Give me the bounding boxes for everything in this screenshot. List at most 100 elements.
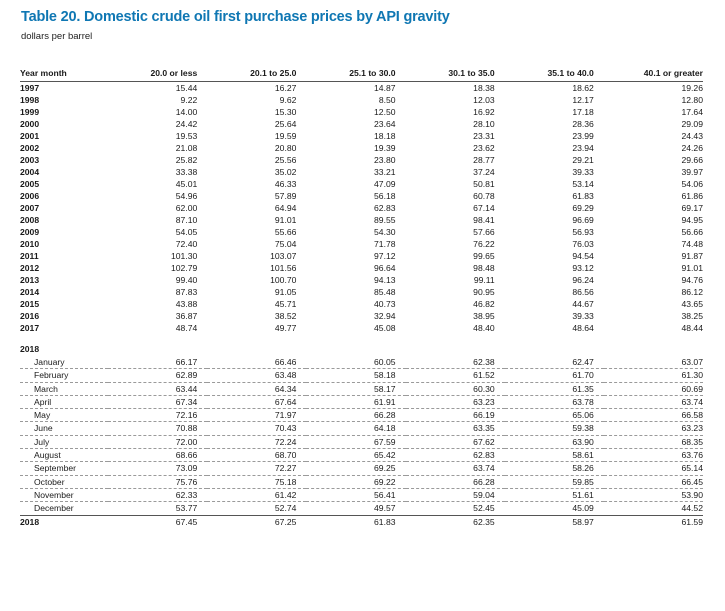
row-label: August [20,448,109,463]
row-label: 2014 [20,287,40,297]
price-table: Year month 20.0 or less 20.1 to 25.0 25.… [20,66,703,529]
price-cell: 60.78 [473,191,495,201]
table-row: 2015 43.88 45.71 40.73 46.82 44.67 43.65 [20,298,703,310]
price-cell: 49.77 [274,323,297,333]
price-cell: 28.36 [572,119,594,129]
column-header: 20.0 or less [108,66,208,82]
price-cell: 14.87 [374,83,396,93]
table-row: 2016 36.87 38.52 32.94 38.95 39.33 38.25 [20,310,703,322]
price-cell: 63.74 [603,395,703,410]
price-cell: 16.92 [473,107,495,117]
price-cell: 63.90 [504,435,604,450]
row-label: 2000 [20,119,40,129]
price-cell: 68.35 [603,435,703,450]
price-cell: 61.70 [504,368,604,383]
price-cell: 75.76 [108,475,208,489]
price-cell: 69.29 [572,203,594,213]
price-cell: 68.70 [207,448,307,463]
price-cell: 61.52 [405,368,505,383]
price-cell: 101.30 [170,251,198,261]
price-cell: 64.94 [274,203,297,213]
table-row: June 70.88 70.43 64.18 63.35 59.38 63.23 [20,421,703,436]
price-cell: 59.38 [504,421,604,436]
price-cell: 8.50 [378,95,396,105]
price-cell: 70.43 [207,421,307,436]
price-cell: 43.65 [681,299,703,309]
annual-2018-row: 2018 67.45 67.25 61.83 62.35 58.97 61.59 [20,514,703,529]
price-cell: 62.83 [405,448,505,463]
price-cell: 24.43 [681,131,703,141]
price-cell: 97.12 [374,251,396,261]
price-cell: 24.26 [681,143,703,153]
price-cell: 64.34 [207,382,307,396]
price-cell: 12.80 [681,95,703,105]
table-header-row: Year month 20.0 or less 20.1 to 25.0 25.… [20,66,703,82]
price-cell: 59.04 [405,488,505,503]
price-cell: 96.24 [572,275,594,285]
page-title: Table 20. Domestic crude oil first purch… [21,9,450,25]
row-label: March [20,382,109,396]
price-cell: 89.55 [374,215,396,225]
table-row: May 72.16 71.97 66.28 66.19 65.06 66.58 [20,408,703,423]
row-label: 1999 [20,107,40,117]
table-row: September 73.09 72.27 69.25 63.74 58.26 65.14 [20,461,703,476]
price-cell: 62.83 [374,203,396,213]
price-cell: 62.00 [175,203,198,213]
price-cell: 54.30 [374,227,396,237]
price-cell: 67.45 [108,514,208,529]
price-cell: 65.14 [603,461,703,476]
price-cell: 56.93 [572,227,594,237]
row-label: 1997 [20,83,40,93]
price-cell: 94.54 [572,251,594,261]
price-cell: 73.09 [108,461,208,476]
price-cell: 62.33 [108,488,208,503]
price-cell: 72.24 [207,435,307,450]
price-cell: 66.45 [603,475,703,489]
price-cell: 94.13 [374,275,396,285]
price-cell: 91.87 [681,251,703,261]
table-row: August 68.66 68.70 65.42 62.83 58.61 63.76 [20,448,703,463]
row-label: 2006 [20,191,40,201]
table-row: 2011 101.30 103.07 97.12 99.65 94.54 91.87 [20,250,703,262]
table-row: 1997 15.44 16.27 14.87 18.38 18.62 19.26 [20,82,703,95]
price-cell: 72.00 [108,435,208,450]
price-cell: 58.61 [504,448,604,463]
price-cell: 96.69 [572,215,594,225]
price-cell: 29.66 [681,155,703,165]
price-cell: 48.64 [572,323,594,333]
price-cell: 56.66 [681,227,703,237]
price-cell: 100.70 [270,275,297,285]
row-label: 2003 [20,155,40,165]
price-cell: 23.64 [374,119,396,129]
price-cell: 48.44 [681,323,703,333]
price-cell: 61.59 [603,514,703,529]
price-cell: 23.31 [473,131,495,141]
row-label: 2013 [20,275,40,285]
row-label: 2002 [20,143,40,153]
price-cell: 19.59 [274,131,297,141]
price-cell: 18.38 [473,83,495,93]
price-cell: 17.18 [572,107,594,117]
price-cell: 23.99 [572,131,594,141]
price-cell: 15.30 [274,107,297,117]
price-cell: 61.91 [306,395,406,410]
column-header: 40.1 or greater [603,66,703,82]
row-label: 2015 [20,299,40,309]
price-cell: 94.76 [681,275,703,285]
price-cell: 58.97 [504,514,604,529]
table-row: 2008 87.10 91.01 89.55 98.41 96.69 94.95 [20,214,703,226]
price-cell: 102.79 [170,263,198,273]
price-cell: 71.97 [207,408,307,423]
table-row: December 53.77 52.74 49.57 52.45 45.09 44.52 [20,501,703,516]
price-cell: 53.77 [108,501,208,516]
price-cell: 66.28 [306,408,406,423]
price-cell: 59.85 [504,475,604,489]
price-cell: 50.81 [473,179,495,189]
price-cell: 64.18 [306,421,406,436]
price-cell: 12.50 [374,107,396,117]
year-block-label: 2018 [20,344,40,354]
table-row: 2004 33.38 35.02 33.21 37.24 39.33 39.97 [20,166,703,178]
year-block-2018: 2018 [20,334,703,356]
price-cell: 25.56 [274,155,297,165]
